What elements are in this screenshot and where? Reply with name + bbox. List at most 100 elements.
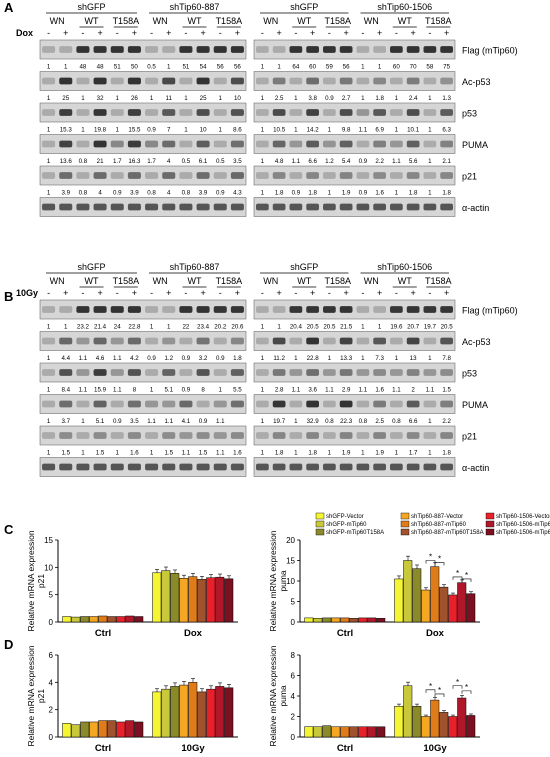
quant-value: 1 (328, 450, 332, 457)
y-tick-label: 5 (291, 598, 296, 607)
blot-band (93, 306, 107, 313)
bar (125, 720, 135, 738)
blot-band (59, 432, 73, 439)
blot-band (256, 46, 269, 53)
blot-band (76, 337, 90, 345)
blot-band (390, 203, 403, 211)
blot-band (406, 432, 420, 439)
blot-band (127, 369, 141, 376)
blot-band (406, 337, 420, 345)
blot-band (59, 400, 73, 408)
bar-chart: 0 2 4 6 8 Relative mRNA expression puma Ctrl 10G… (268, 645, 480, 754)
blot-strip (253, 197, 456, 217)
bar (80, 721, 90, 738)
blot-band (339, 306, 353, 313)
quant-value: 2.2 (442, 418, 451, 425)
blot-band (406, 109, 420, 116)
blot-band (390, 109, 403, 116)
bar (152, 572, 162, 623)
blot-band (356, 337, 370, 345)
quant-value: 1 (81, 418, 85, 425)
blot-strip (253, 457, 456, 477)
blot-band (110, 77, 124, 85)
blot-band (272, 172, 286, 179)
quant-value: 1.6 (130, 450, 139, 457)
bar (331, 617, 341, 623)
blot-band (145, 432, 159, 439)
quant-value: 4.8 (275, 158, 284, 165)
quant-value: 15.5 (128, 127, 141, 134)
quant-value: 21 (97, 158, 104, 165)
treatment-sign: - (81, 28, 84, 38)
y-axis-label: Relative mRNA expression (26, 645, 36, 746)
treatment-sign: - (328, 288, 331, 298)
significance-star: * (438, 555, 441, 564)
blot-band (230, 46, 244, 53)
quant-value: 20.5 (323, 324, 336, 331)
blot-band (306, 172, 319, 179)
significance-bracket (461, 578, 472, 582)
blot-band (272, 109, 286, 116)
blot-band (76, 463, 90, 471)
blot-band (373, 400, 386, 408)
treatment-sign: + (343, 28, 348, 38)
quant-value: 56 (234, 64, 241, 71)
blot-band (127, 77, 141, 85)
quant-value: 1.1 (325, 387, 334, 394)
quant-value: 4 (98, 190, 102, 197)
significance-bracket (434, 693, 445, 697)
blot-band (356, 463, 370, 471)
quant-value: 0.8 (325, 418, 334, 425)
blot-band (110, 140, 124, 148)
quant-value: 3.7 (61, 418, 70, 425)
quant-value: 1.7 (147, 158, 156, 165)
treatment-sign: - (361, 28, 364, 38)
quant-value: 11 (166, 95, 173, 102)
blot-band (440, 432, 453, 439)
quant-value: 1 (294, 450, 298, 457)
subgroup-label: T158A (113, 16, 140, 26)
blot-band (272, 337, 286, 345)
quant-value: 0.8 (182, 190, 191, 197)
blot-band (196, 432, 210, 439)
blot-band (93, 337, 107, 345)
blot-band (356, 306, 370, 313)
quant-value: 20.7 (407, 324, 420, 331)
blot-band (196, 463, 210, 471)
x-tick-label: Dox (426, 628, 445, 639)
bar (206, 577, 216, 623)
legend-swatch (400, 528, 410, 536)
bar (161, 570, 171, 623)
bar (313, 726, 323, 738)
blot-band (289, 463, 303, 471)
blot-strip (39, 331, 247, 351)
x-tick-label: 10Gy (181, 743, 205, 754)
quant-value: 1 (150, 324, 154, 331)
quant-value: 22 (182, 324, 189, 331)
blot-band (339, 172, 353, 179)
y-tick-label: 4 (291, 692, 296, 701)
blot-band (440, 369, 453, 376)
blot-band (213, 172, 227, 179)
blot-band (230, 306, 244, 313)
blot-band (179, 203, 193, 211)
blot-band (339, 203, 353, 211)
bar (448, 594, 458, 623)
blot-band (256, 432, 269, 439)
blot-band (306, 46, 319, 53)
treatment-sign: + (377, 28, 382, 38)
blot-band (179, 172, 193, 179)
blot-band (127, 172, 141, 179)
blot-band (440, 203, 453, 211)
blot-band (323, 306, 336, 313)
quant-value: 1 (361, 95, 365, 102)
quant-value: 1 (294, 127, 298, 134)
quant-value: 1 (428, 355, 432, 362)
blot-band (162, 203, 176, 211)
blot-band (93, 369, 107, 376)
bar (421, 589, 431, 623)
bar (394, 706, 404, 738)
blot-band (42, 432, 56, 439)
y-tick-label: 15 (286, 557, 295, 566)
blot-band (145, 109, 159, 116)
